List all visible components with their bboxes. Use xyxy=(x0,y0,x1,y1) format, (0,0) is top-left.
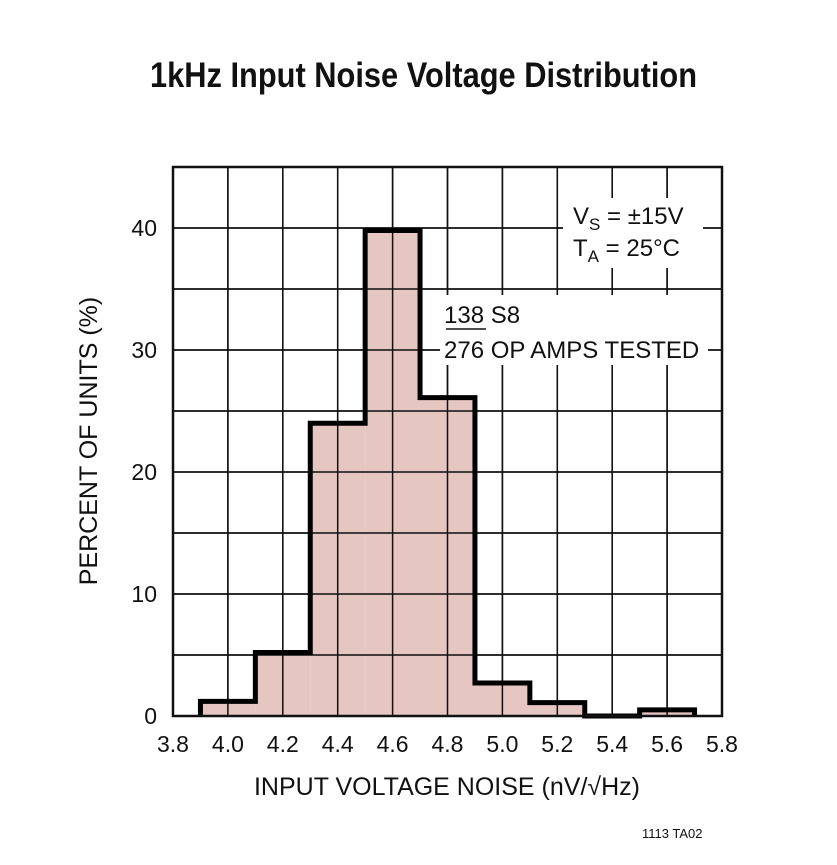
y-axis-label: PERCENT OF UNITS (%) xyxy=(75,297,103,585)
chart-title: 1kHz Input Noise Voltage Distribution xyxy=(150,56,698,95)
x-tick-label: 4.2 xyxy=(267,731,299,757)
svg-text:VS = ±15V: VS = ±15V xyxy=(573,203,684,234)
x-tick-label: 5.6 xyxy=(651,731,683,757)
y-tick-label: 10 xyxy=(131,581,157,607)
x-tick-label: 3.8 xyxy=(157,731,189,757)
y-tick-label: 0 xyxy=(144,703,157,729)
plot-frame xyxy=(171,165,724,718)
sample-annotation: 138 S8 276 OP AMPS TESTED xyxy=(440,295,708,365)
x-tick-label: 4.8 xyxy=(432,731,464,757)
x-tick-label: 5.4 xyxy=(596,731,628,757)
x-axis-label: INPUT VOLTAGE NOISE (nV/√Hz) xyxy=(254,773,640,801)
y-tick-label: 20 xyxy=(131,459,157,485)
x-tick-label: 4.4 xyxy=(322,731,354,757)
x-tick-label: 5.2 xyxy=(541,731,573,757)
x-tick-label: 5.8 xyxy=(706,731,738,757)
y-tick-label: 40 xyxy=(131,215,157,241)
svg-text:276 OP AMPS TESTED: 276 OP AMPS TESTED xyxy=(444,337,699,364)
svg-text:138 S8: 138 S8 xyxy=(444,302,520,329)
x-tick-label: 5.0 xyxy=(486,731,518,757)
x-tick-label: 4.6 xyxy=(377,731,409,757)
y-tick-label: 30 xyxy=(131,337,157,363)
conditions-annotation: VS = ±15V TA = 25°C xyxy=(563,198,703,268)
figure-id: 1113 TA02 xyxy=(642,826,703,841)
x-tick-label: 4.0 xyxy=(212,731,244,757)
svg-text:TA = 25°C: TA = 25°C xyxy=(573,235,680,266)
